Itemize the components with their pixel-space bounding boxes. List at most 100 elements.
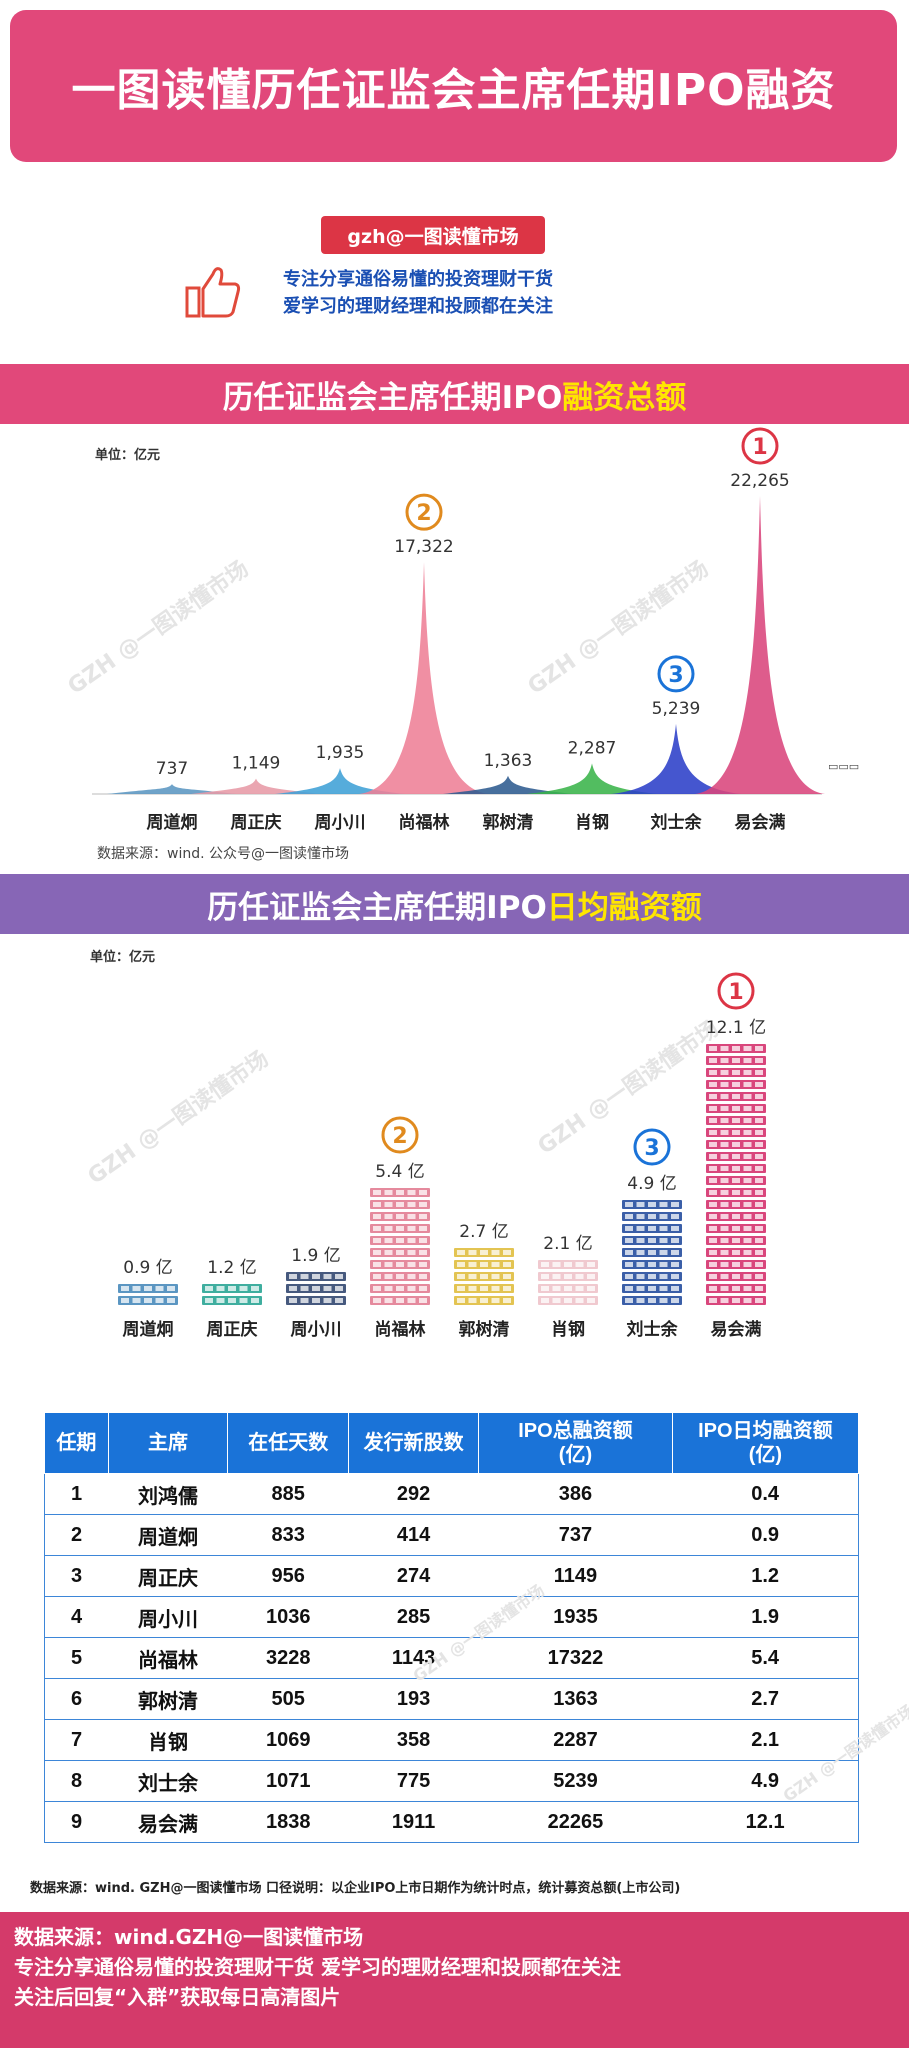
bar-segment-cell: [491, 1286, 500, 1291]
bar-segment-cell: [419, 1262, 427, 1267]
bar-segment-cell: [755, 1238, 763, 1243]
bar-segment-cell: [755, 1166, 763, 1171]
bar-segment-cell: [564, 1298, 572, 1303]
bar-segment-cell: [743, 1046, 752, 1051]
bar-segment-cell: [480, 1274, 488, 1279]
table-column-header: 发行新股数: [347, 1412, 480, 1474]
bar-segment-cell: [720, 1142, 729, 1147]
bar-segment-cell: [671, 1274, 679, 1279]
bar-segment-cell: [709, 1058, 717, 1063]
bar-segment-cell: [755, 1118, 763, 1123]
section1-header: 历任证监会主席任期IPO 融资总额: [0, 364, 909, 424]
bar-segment-cell: [659, 1262, 668, 1267]
bar-segment-cell: [732, 1178, 740, 1183]
section1-title-prefix: 历任证监会主席任期IPO: [222, 379, 563, 416]
slogan-line-2: 爱学习的理财经理和投顾都在关注: [283, 296, 553, 317]
bar-segment-cell: [552, 1286, 561, 1291]
bar-segment-cell: [732, 1190, 740, 1195]
bar-segment-cell: [743, 1214, 752, 1219]
table-cell: 1935: [478, 1596, 673, 1638]
bar-segment-cell: [575, 1262, 584, 1267]
table-cell: 9: [44, 1801, 109, 1843]
bar-segment-cell: [396, 1250, 404, 1255]
category-label: 周小川: [291, 1320, 342, 1340]
value-label: 1.2 亿: [207, 1258, 256, 1278]
bar-segment-cell: [503, 1298, 511, 1303]
bar-segment-cell: [300, 1286, 309, 1291]
bar-segment-cell: [216, 1286, 225, 1291]
table-cell: 12.1: [672, 1801, 860, 1843]
bar-segment-cell: [720, 1286, 729, 1291]
bar-segment-cell: [743, 1190, 752, 1195]
section1-source: 数据来源：wind. 公众号@一图读懂市场: [97, 846, 349, 862]
table-cell: 易会满: [108, 1801, 228, 1843]
bar-segment-cell: [384, 1202, 393, 1207]
value-label: 737: [156, 759, 188, 779]
table-cell: 5: [44, 1637, 109, 1679]
bar-segment-cell: [743, 1178, 752, 1183]
bar-segment-cell: [709, 1046, 717, 1051]
bar-segment-cell: [659, 1250, 668, 1255]
bar-segment-cell: [323, 1286, 332, 1291]
bar-segment-cell: [587, 1286, 595, 1291]
table-row: 5 尚福林 3228 1143 17322 5.4: [44, 1637, 860, 1679]
legend-stub: ▭▭▭: [828, 760, 860, 773]
bar-segment-cell: [407, 1202, 416, 1207]
category-label: 尚福林: [375, 1319, 426, 1340]
bar-segment-cell: [732, 1154, 740, 1159]
table-cell: 0.9: [672, 1514, 860, 1556]
footer-line-3: 关注后回复“入群”获取每日高清图片: [14, 1985, 341, 2009]
bar-segment-cell: [709, 1166, 717, 1171]
bar-segment-cell: [648, 1262, 656, 1267]
bar-segment-cell: [468, 1286, 477, 1291]
bar-segment-cell: [121, 1298, 129, 1303]
bar-segment-cell: [755, 1142, 763, 1147]
bar-segment-cell: [709, 1082, 717, 1087]
bar-segment-cell: [155, 1298, 164, 1303]
table-cell: 292: [348, 1473, 479, 1515]
bar-segment-cell: [335, 1274, 343, 1279]
bar-segment-cell: [625, 1298, 633, 1303]
bar-segment-cell: [659, 1226, 668, 1231]
section1-title-highlight: 融资总额: [562, 379, 687, 416]
bar-segment-cell: [743, 1142, 752, 1147]
bar-segment-cell: [396, 1274, 404, 1279]
category-label: 肖钢: [575, 812, 609, 833]
table-cell: 2287: [478, 1719, 673, 1761]
table-row: 1 刘鸿儒 885 292 386 0.4: [44, 1473, 860, 1515]
bar-segment-cell: [384, 1250, 393, 1255]
table-cell: 1149: [478, 1555, 673, 1597]
bar-segment-cell: [720, 1058, 729, 1063]
table-cell: 386: [478, 1473, 673, 1515]
bar-segment-cell: [743, 1154, 752, 1159]
value-label: 2.1 亿: [543, 1234, 592, 1254]
bar-segment-cell: [289, 1286, 297, 1291]
table-cell: 8: [44, 1760, 109, 1802]
bar-segment-cell: [419, 1226, 427, 1231]
bar-segment-cell: [755, 1226, 763, 1231]
rank-label: 1: [728, 980, 743, 1005]
bar-segment-cell: [407, 1226, 416, 1231]
rank-circle-icon: [633, 1128, 671, 1166]
bar-segment-cell: [457, 1298, 465, 1303]
bar-segment-cell: [709, 1178, 717, 1183]
rank-circle-icon: [657, 655, 695, 693]
bar-segment-cell: [732, 1166, 740, 1171]
bar-segment-cell: [755, 1298, 763, 1303]
bar-segment-cell: [552, 1262, 561, 1267]
table-cell: 1.2: [672, 1555, 860, 1597]
value-label: 5.4 亿: [375, 1162, 424, 1182]
bar-segment-cell: [541, 1286, 549, 1291]
bar-segment-cell: [228, 1286, 236, 1291]
bar-segment-cell: [755, 1214, 763, 1219]
bar-segment-cell: [335, 1298, 343, 1303]
table-cell: 274: [348, 1555, 479, 1597]
table-cell: 833: [227, 1514, 349, 1556]
bar-segment-cell: [503, 1274, 511, 1279]
bar-segment-cell: [636, 1214, 645, 1219]
bar-segment-cell: [720, 1166, 729, 1171]
bar-segment-cell: [755, 1274, 763, 1279]
bar-segment-cell: [720, 1154, 729, 1159]
section2-title-prefix: 历任证监会主席任期IPO: [207, 889, 547, 926]
bar-segment-cell: [480, 1298, 488, 1303]
